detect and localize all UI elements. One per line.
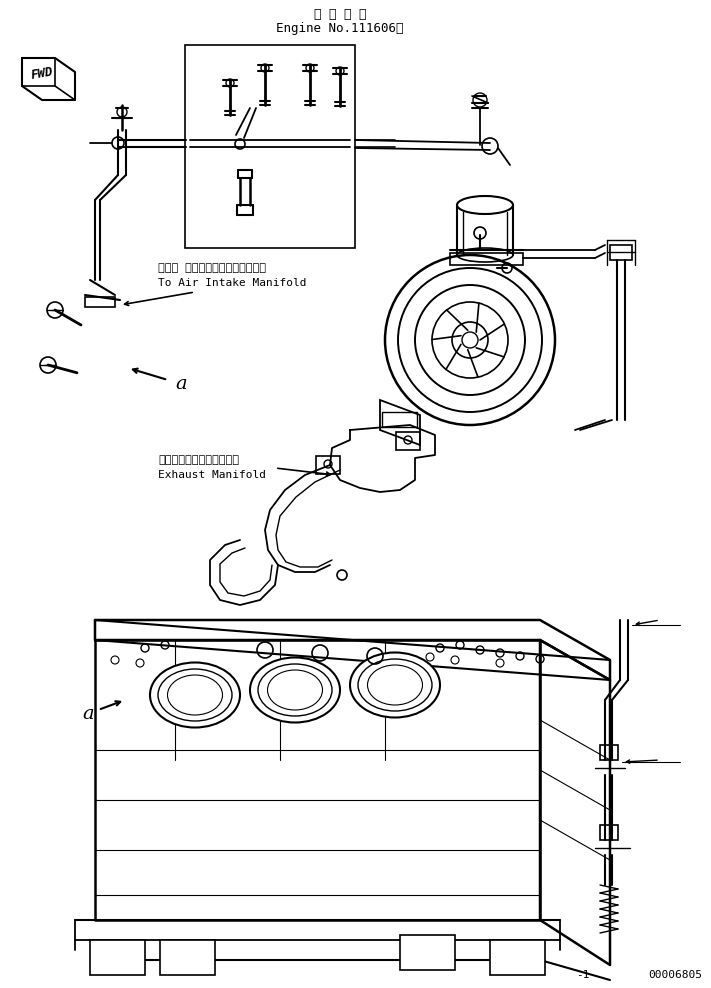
Bar [396, 432, 420, 450]
Bar [450, 253, 523, 265]
Text: Engine No.111606～: Engine No.111606～ [277, 22, 404, 35]
Bar [85, 297, 115, 307]
Bar [382, 412, 417, 427]
Bar [600, 745, 618, 760]
Ellipse shape [350, 652, 440, 717]
Ellipse shape [457, 196, 513, 214]
Bar [160, 940, 215, 975]
Text: エキゾーストマニホールド: エキゾーストマニホールド [158, 455, 239, 465]
Bar [610, 245, 632, 260]
Text: a: a [82, 705, 94, 723]
Ellipse shape [250, 657, 340, 722]
Text: 00006805: 00006805 [648, 970, 702, 980]
Text: エアー インテークマニホールドへ: エアー インテークマニホールドへ [158, 263, 266, 273]
Text: 適 用 号 機: 適 用 号 機 [314, 8, 366, 21]
Text: FWD: FWD [30, 65, 54, 82]
Text: Exhaust Manifold: Exhaust Manifold [158, 470, 266, 480]
Bar [316, 456, 340, 474]
Circle shape [385, 255, 555, 425]
Bar [400, 935, 455, 970]
Text: To Air Intake Manifold: To Air Intake Manifold [158, 278, 306, 288]
Ellipse shape [150, 663, 240, 727]
Text: a: a [175, 375, 186, 393]
Bar [490, 940, 545, 975]
Bar [600, 825, 618, 840]
Bar [90, 940, 145, 975]
Text: -1: -1 [577, 970, 590, 980]
Bar [185, 45, 355, 248]
